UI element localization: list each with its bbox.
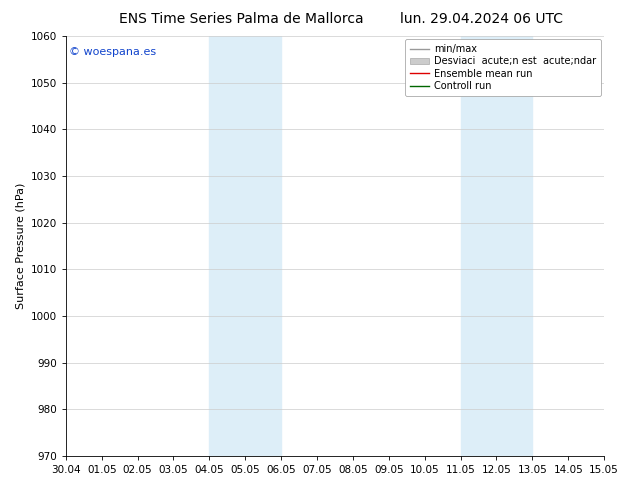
Bar <box>209 36 281 456</box>
Text: ENS Time Series Palma de Mallorca: ENS Time Series Palma de Mallorca <box>119 12 363 26</box>
Legend: min/max, Desviaci  acute;n est  acute;ndar, Ensemble mean run, Controll run: min/max, Desviaci acute;n est acute;ndar… <box>405 39 601 96</box>
Text: lun. 29.04.2024 06 UTC: lun. 29.04.2024 06 UTC <box>400 12 564 26</box>
Text: © woespana.es: © woespana.es <box>68 47 156 57</box>
Y-axis label: Surface Pressure (hPa): Surface Pressure (hPa) <box>15 183 25 309</box>
Bar <box>460 36 533 456</box>
